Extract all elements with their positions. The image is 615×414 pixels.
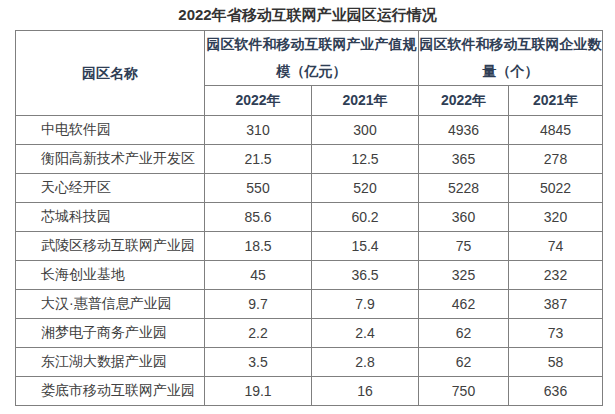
value-cell: 62 bbox=[419, 348, 509, 377]
value-cell: 7.9 bbox=[312, 290, 419, 319]
column-group-enterprise-count: 园区软件和移动互联网企业数量（个） bbox=[419, 31, 603, 86]
value-cell: 300 bbox=[312, 116, 419, 145]
value-cell: 636 bbox=[509, 377, 603, 406]
park-name-cell: 东江湖大数据产业园 bbox=[16, 348, 205, 377]
value-cell: 2.2 bbox=[205, 319, 312, 348]
value-cell: 310 bbox=[205, 116, 312, 145]
park-name-cell: 天心经开区 bbox=[16, 174, 205, 203]
table-row: 娄底市移动互联网产业园19.116750636 bbox=[16, 377, 603, 406]
park-name-cell: 娄底市移动互联网产业园 bbox=[16, 377, 205, 406]
value-cell: 74 bbox=[509, 232, 603, 261]
table-row: 大汉·惠普信息产业园9.77.9462387 bbox=[16, 290, 603, 319]
table-row: 湘梦电子商务产业园2.22.46273 bbox=[16, 319, 603, 348]
column-header-output-2022: 2022年 bbox=[205, 86, 312, 116]
table-row: 中电软件园31030049364845 bbox=[16, 116, 603, 145]
park-name-cell: 湘梦电子商务产业园 bbox=[16, 319, 205, 348]
value-cell: 320 bbox=[509, 203, 603, 232]
column-header-count-2021: 2021年 bbox=[509, 86, 603, 116]
value-cell: 750 bbox=[419, 377, 509, 406]
value-cell: 5022 bbox=[509, 174, 603, 203]
value-cell: 19.1 bbox=[205, 377, 312, 406]
park-name-cell: 长海创业基地 bbox=[16, 261, 205, 290]
value-cell: 2.8 bbox=[312, 348, 419, 377]
table-body: 中电软件园31030049364845衡阳高新技术产业开发区21.512.536… bbox=[16, 116, 603, 406]
value-cell: 360 bbox=[419, 203, 509, 232]
value-cell: 60.2 bbox=[312, 203, 419, 232]
table-row: 长海创业基地4536.5325232 bbox=[16, 261, 603, 290]
value-cell: 12.5 bbox=[312, 145, 419, 174]
value-cell: 85.6 bbox=[205, 203, 312, 232]
value-cell: 9.7 bbox=[205, 290, 312, 319]
value-cell: 278 bbox=[509, 145, 603, 174]
value-cell: 520 bbox=[312, 174, 419, 203]
value-cell: 462 bbox=[419, 290, 509, 319]
park-name-cell: 芯城科技园 bbox=[16, 203, 205, 232]
column-group-output-value: 园区软件和移动互联网产业产值规模（亿元） bbox=[205, 31, 419, 86]
table-row: 东江湖大数据产业园3.52.86258 bbox=[16, 348, 603, 377]
column-header-park-name: 园区名称 bbox=[16, 31, 205, 116]
value-cell: 15.4 bbox=[312, 232, 419, 261]
park-name-cell: 大汉·惠普信息产业园 bbox=[16, 290, 205, 319]
value-cell: 325 bbox=[419, 261, 509, 290]
value-cell: 36.5 bbox=[312, 261, 419, 290]
table-row: 武陵区移动互联网产业园18.515.47574 bbox=[16, 232, 603, 261]
park-name-cell: 中电软件园 bbox=[16, 116, 205, 145]
value-cell: 62 bbox=[419, 319, 509, 348]
value-cell: 2.4 bbox=[312, 319, 419, 348]
group-header-row: 园区名称 园区软件和移动互联网产业产值规模（亿元） 园区软件和移动互联网企业数量… bbox=[16, 31, 603, 86]
table-row: 衡阳高新技术产业开发区21.512.5365278 bbox=[16, 145, 603, 174]
value-cell: 16 bbox=[312, 377, 419, 406]
column-header-count-2022: 2022年 bbox=[419, 86, 509, 116]
value-cell: 45 bbox=[205, 261, 312, 290]
page-title: 2022年省移动互联网产业园区运行情况 bbox=[0, 0, 615, 30]
value-cell: 232 bbox=[509, 261, 603, 290]
industry-parks-table: 园区名称 园区软件和移动互联网产业产值规模（亿元） 园区软件和移动互联网企业数量… bbox=[15, 30, 603, 406]
value-cell: 4936 bbox=[419, 116, 509, 145]
value-cell: 365 bbox=[419, 145, 509, 174]
table-row: 天心经开区55052052285022 bbox=[16, 174, 603, 203]
value-cell: 4845 bbox=[509, 116, 603, 145]
value-cell: 58 bbox=[509, 348, 603, 377]
table-row: 芯城科技园85.660.2360320 bbox=[16, 203, 603, 232]
value-cell: 18.5 bbox=[205, 232, 312, 261]
value-cell: 387 bbox=[509, 290, 603, 319]
value-cell: 550 bbox=[205, 174, 312, 203]
value-cell: 21.5 bbox=[205, 145, 312, 174]
value-cell: 5228 bbox=[419, 174, 509, 203]
column-header-output-2021: 2021年 bbox=[312, 86, 419, 116]
value-cell: 73 bbox=[509, 319, 603, 348]
park-name-cell: 武陵区移动互联网产业园 bbox=[16, 232, 205, 261]
park-name-cell: 衡阳高新技术产业开发区 bbox=[16, 145, 205, 174]
value-cell: 3.5 bbox=[205, 348, 312, 377]
value-cell: 75 bbox=[419, 232, 509, 261]
